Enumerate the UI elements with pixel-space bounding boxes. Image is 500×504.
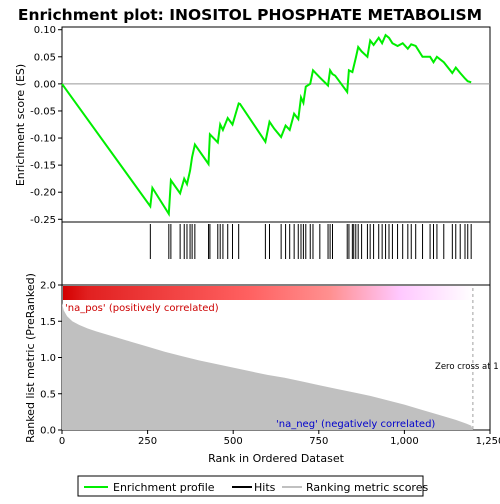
es-y-tick-label: -0.15 bbox=[30, 161, 56, 172]
metric-y-tick-label: 1.0 bbox=[40, 353, 56, 364]
metric-y-tick-label: 0.0 bbox=[40, 426, 56, 437]
ranked-list-heatmap-bar bbox=[63, 286, 474, 300]
es-y-tick-label: -0.10 bbox=[30, 134, 56, 145]
ranking-metric-area bbox=[62, 303, 473, 430]
metric-y-tick-label: 1.5 bbox=[40, 317, 56, 328]
x-tick-label: 1,000 bbox=[390, 436, 419, 447]
metric-y-tick-label: 2.0 bbox=[40, 281, 56, 292]
x-tick-label: 250 bbox=[138, 436, 157, 447]
x-axis-label: Rank in Ordered Dataset bbox=[208, 452, 345, 465]
enrichment-profile-line bbox=[61, 33, 472, 218]
x-tick-label: 750 bbox=[309, 436, 328, 447]
positive-correlation-label: 'na_pos' (positively correlated) bbox=[65, 303, 219, 314]
metric-y-axis: 0.0 0.5 1.0 1.5 2.0 bbox=[40, 281, 62, 437]
es-y-tick-label: 0.05 bbox=[34, 52, 56, 63]
legend-label-enrichment: Enrichment profile bbox=[113, 481, 215, 494]
legend-label-hits: Hits bbox=[254, 481, 276, 494]
hit-marks bbox=[149, 224, 472, 259]
legend-label-metric: Ranking metric scores bbox=[306, 481, 428, 494]
chart-title: Enrichment plot: INOSITOL PHOSPHATE META… bbox=[18, 6, 482, 24]
es-y-tick-label: -0.05 bbox=[30, 106, 56, 117]
negative-correlation-label: 'na_neg' (negatively correlated) bbox=[276, 419, 435, 430]
es-y-axis-label: Enrichment score (ES) bbox=[14, 64, 27, 186]
es-y-tick-label: -0.20 bbox=[30, 188, 56, 199]
es-y-tick-label: -0.25 bbox=[30, 215, 56, 226]
x-tick-label: 1,250 bbox=[476, 436, 500, 447]
x-tick-label: 500 bbox=[224, 436, 243, 447]
es-y-axis: 0.10 0.05 0.00 -0.05 -0.10 -0.15 -0.20 -0.25 bbox=[30, 25, 62, 226]
es-panel bbox=[61, 26, 491, 223]
zero-cross-label: Zero cross at 1 bbox=[435, 362, 499, 372]
metric-y-axis-label: Ranked list metric (PreRanked) bbox=[24, 273, 37, 443]
es-y-tick-label: 0.00 bbox=[34, 79, 56, 90]
metric-y-tick-label: 0.5 bbox=[40, 389, 56, 400]
hits-panel bbox=[61, 221, 491, 286]
x-tick-label: 0 bbox=[59, 436, 65, 447]
x-axis: 0 250 500 750 1,000 1,250 bbox=[59, 430, 500, 447]
es-y-tick-label: 0.10 bbox=[34, 25, 56, 36]
